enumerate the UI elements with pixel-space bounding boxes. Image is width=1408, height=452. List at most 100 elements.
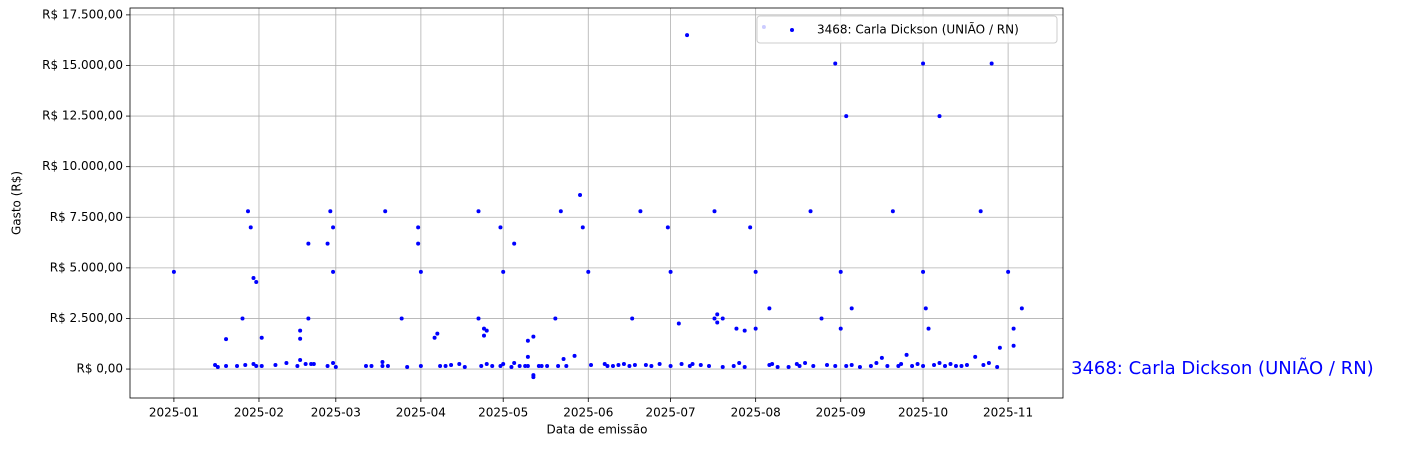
- point: [553, 316, 558, 321]
- point: [734, 326, 739, 331]
- point: [295, 364, 300, 369]
- point: [215, 365, 220, 370]
- x-tick-label: 2025-04: [396, 406, 446, 420]
- point: [937, 114, 942, 119]
- point: [896, 364, 901, 369]
- point: [363, 364, 368, 369]
- point: [380, 364, 385, 369]
- point: [808, 209, 813, 214]
- point: [284, 360, 289, 365]
- annotation: 3468: Carla Dickson (UNIÃO / RN): [1071, 357, 1374, 379]
- point: [685, 33, 690, 38]
- point: [512, 360, 517, 365]
- point: [251, 275, 256, 280]
- point: [737, 360, 742, 365]
- point: [580, 225, 585, 230]
- point: [306, 241, 311, 246]
- point: [240, 316, 245, 321]
- point: [1011, 326, 1016, 331]
- point: [251, 361, 256, 366]
- point: [243, 363, 248, 368]
- point: [572, 353, 577, 358]
- point: [959, 364, 964, 369]
- y-tick-label: R$ 5.000,00: [50, 260, 123, 274]
- point: [657, 361, 662, 366]
- point: [786, 365, 791, 370]
- point: [997, 345, 1002, 350]
- point: [498, 225, 503, 230]
- point: [932, 363, 937, 368]
- point: [874, 360, 879, 365]
- point: [890, 209, 895, 214]
- point: [668, 364, 673, 369]
- point: [457, 361, 462, 366]
- point: [561, 356, 566, 361]
- x-tick-label: 2025-11: [983, 406, 1033, 420]
- point: [632, 363, 637, 368]
- point: [707, 364, 712, 369]
- point: [481, 333, 486, 338]
- point: [224, 364, 229, 369]
- point: [973, 354, 978, 359]
- point: [416, 225, 421, 230]
- y-tick-label: R$ 10.000,00: [42, 159, 123, 173]
- point: [742, 365, 747, 370]
- x-tick-label: 2025-03: [311, 406, 361, 420]
- point: [794, 361, 799, 366]
- x-tick-label: 2025-01: [149, 406, 199, 420]
- point: [921, 61, 926, 66]
- point: [498, 364, 503, 369]
- point: [978, 209, 983, 214]
- point: [899, 361, 904, 366]
- point: [449, 363, 454, 368]
- point: [325, 364, 330, 369]
- point: [578, 193, 583, 198]
- point: [303, 361, 308, 366]
- point: [643, 363, 648, 368]
- point: [687, 364, 692, 369]
- point: [712, 209, 717, 214]
- point: [385, 364, 390, 369]
- point: [767, 306, 772, 311]
- point: [665, 225, 670, 230]
- point: [517, 364, 522, 369]
- legend-box: [756, 15, 1058, 44]
- point: [1011, 343, 1016, 348]
- point: [879, 355, 884, 360]
- point: [333, 365, 338, 370]
- point: [438, 364, 443, 369]
- point: [171, 269, 176, 274]
- point: [819, 316, 824, 321]
- point: [833, 61, 838, 66]
- point: [811, 364, 816, 369]
- point: [254, 364, 259, 369]
- point: [484, 361, 489, 366]
- point: [720, 316, 725, 321]
- y-tick-label: R$ 7.500,00: [50, 210, 123, 224]
- point: [331, 360, 336, 365]
- point: [833, 364, 838, 369]
- point: [715, 312, 720, 317]
- point: [868, 364, 873, 369]
- point: [679, 361, 684, 366]
- y-tick-label: R$ 2.500,00: [50, 311, 123, 325]
- point: [844, 364, 849, 369]
- legend-marker: [790, 28, 794, 32]
- point: [621, 361, 626, 366]
- x-tick-label: 2025-02: [234, 406, 284, 420]
- point: [512, 241, 517, 246]
- point: [331, 225, 336, 230]
- point: [915, 361, 920, 366]
- y-tick-label: R$ 17.500,00: [42, 7, 123, 21]
- point: [298, 336, 303, 341]
- point: [558, 209, 563, 214]
- point: [698, 363, 703, 368]
- point: [715, 320, 720, 325]
- point: [298, 357, 303, 362]
- x-tick-label: 2025-09: [816, 406, 866, 420]
- point: [904, 352, 909, 357]
- y-tick-label: R$ 0,00: [76, 362, 123, 376]
- point: [416, 241, 421, 246]
- point: [501, 361, 506, 366]
